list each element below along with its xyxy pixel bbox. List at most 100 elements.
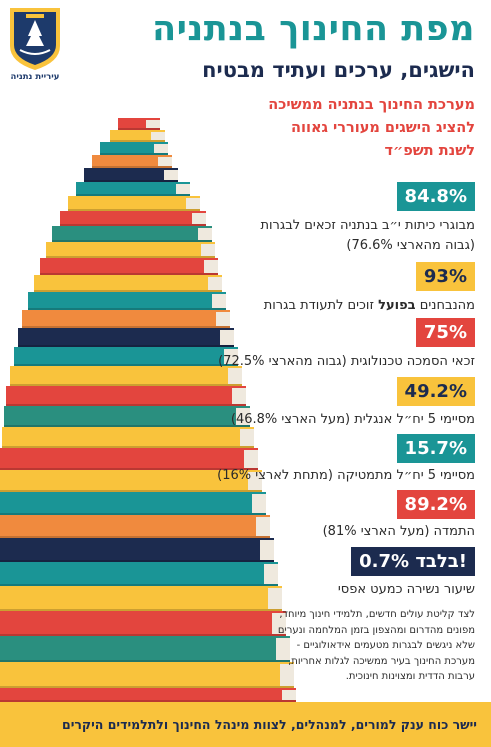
book-shadow — [2, 446, 254, 448]
book-shadow — [0, 560, 274, 562]
book-pages — [216, 312, 230, 326]
book-shadow — [118, 128, 160, 130]
stat-text-part: זוכים לתעודת בגרות — [263, 298, 379, 313]
book-pages — [264, 564, 278, 584]
book-pages — [282, 690, 296, 700]
book-shadow — [52, 240, 212, 242]
stat-value-box: 15.7% — [396, 434, 475, 463]
logo-caption: עיריית נתניה — [10, 72, 60, 82]
book-shadow — [0, 634, 286, 636]
book-spine — [84, 168, 178, 182]
city-logo: עיריית נתניה — [6, 6, 64, 88]
book-pages — [256, 517, 270, 536]
book-spine — [52, 226, 212, 242]
book-shadow — [46, 256, 215, 258]
book-pages — [248, 472, 262, 490]
book-shadow — [0, 584, 278, 586]
book-shadow — [92, 166, 172, 168]
book-pages — [276, 638, 290, 660]
book-spine — [0, 636, 290, 662]
book-spine — [46, 242, 215, 258]
book-spine — [22, 310, 230, 328]
book-shadow — [0, 490, 262, 492]
book-spine — [2, 427, 254, 448]
page-subtitle: הישגים, ערכים ועתיד מבטיח — [202, 58, 475, 82]
book-spine — [0, 611, 286, 636]
book-pages — [212, 294, 226, 308]
stat-description: מבוגרי כיתות י״ב בנתניה זכאים לבגרות — [260, 218, 475, 233]
closing-line: שלא ניגשים לבגרות מטעמים אידאולוגיים - — [296, 640, 475, 651]
book-spine — [0, 538, 274, 562]
book-pages — [268, 588, 282, 609]
book-pages — [280, 664, 294, 686]
book-pages — [186, 198, 200, 209]
book-shadow — [0, 686, 294, 688]
stat-description: מסיימי 5 יח״ל מתמטיקה (מתחת לארצי 16%) — [217, 468, 475, 483]
book-shadow — [40, 273, 218, 275]
stat-value-box: 89.2% — [396, 490, 475, 519]
book-pages — [204, 260, 218, 273]
closing-line: ערבות הדדית ומצוינות חינוכית. — [345, 671, 475, 682]
book-pages — [154, 144, 168, 153]
book-shadow — [0, 700, 296, 702]
book-pages — [146, 120, 160, 128]
book-shadow — [76, 194, 190, 196]
book-spine — [4, 406, 250, 427]
book-shadow — [0, 513, 266, 515]
book-shadow — [60, 224, 206, 226]
stat-description: מהנבחנים בפועל זוכים לתעודת בגרות — [264, 296, 475, 315]
footer-banner: יישר כוח ענק למורים, למנהלים, לצוות מינה… — [0, 702, 491, 747]
stat-description: זכאי הסמכה טכנולוגית (גבוה מהארצי 72.5%) — [218, 354, 475, 369]
book-shadow — [68, 209, 200, 211]
book-spine — [0, 662, 294, 688]
book-spine — [100, 142, 168, 155]
book-shadow — [6, 404, 246, 406]
stat-text-emphasis: בפועל — [378, 298, 416, 313]
book-spine — [92, 155, 172, 168]
book-pages — [164, 170, 178, 180]
stat-value-box: 93% — [415, 262, 475, 291]
book-pages — [228, 368, 242, 384]
book-pages — [158, 157, 172, 166]
book-spine — [68, 196, 200, 211]
book-shadow — [0, 660, 290, 662]
book-shadow — [10, 384, 242, 386]
book-pages — [244, 450, 258, 468]
book-pages — [236, 408, 250, 425]
book-shadow — [110, 140, 165, 142]
book-pages — [240, 429, 254, 446]
book-spine — [6, 386, 246, 406]
closing-line: מערכת החינוך בעיר ממשיכה לגלות אחריות, — [288, 655, 475, 667]
book-pages — [198, 228, 212, 240]
book-pages — [220, 330, 234, 345]
book-spine — [0, 492, 266, 515]
book-spine — [60, 211, 206, 226]
book-spine — [14, 347, 238, 366]
closing-line: לצד קליטת עולים חדשים, תלמידי חינוך מיוח… — [279, 609, 475, 620]
book-pages — [151, 132, 165, 140]
closing-paragraph: לצד קליטת עולים חדשים, תלמידי חינוך מיוח… — [235, 607, 475, 685]
stat-value-box: 75% — [415, 318, 475, 347]
stat-value-box: 0.7% בלבד! — [351, 547, 475, 576]
intro-text: מערכת החינוך בנתניה ממשיכה להציג הישגים … — [175, 94, 475, 163]
book-shadow — [4, 425, 250, 427]
intro-line: לשנת תשפ״ד — [384, 143, 475, 159]
book-spine — [34, 275, 222, 292]
book-pages — [232, 388, 246, 404]
book-spine — [10, 366, 242, 386]
intro-line: להציג הישגים מעוררי גאווה — [291, 120, 475, 136]
book-spine — [0, 470, 262, 492]
book-spine — [28, 292, 226, 310]
page-title: מפת החינוך בנתניה — [152, 9, 475, 49]
footer-text: יישר כוח ענק למורים, למנהלים, לצוות מינה… — [61, 717, 477, 732]
book-shadow — [22, 326, 230, 328]
book-spine — [40, 258, 218, 275]
book-spine — [0, 515, 270, 538]
book-shadow — [34, 290, 222, 292]
book-shadow — [100, 153, 168, 155]
stat-text-part: מהנבחנים — [415, 298, 475, 313]
stat-description: התמדה (מעל הארצי 81%) — [322, 524, 475, 539]
book-pages — [201, 244, 215, 256]
